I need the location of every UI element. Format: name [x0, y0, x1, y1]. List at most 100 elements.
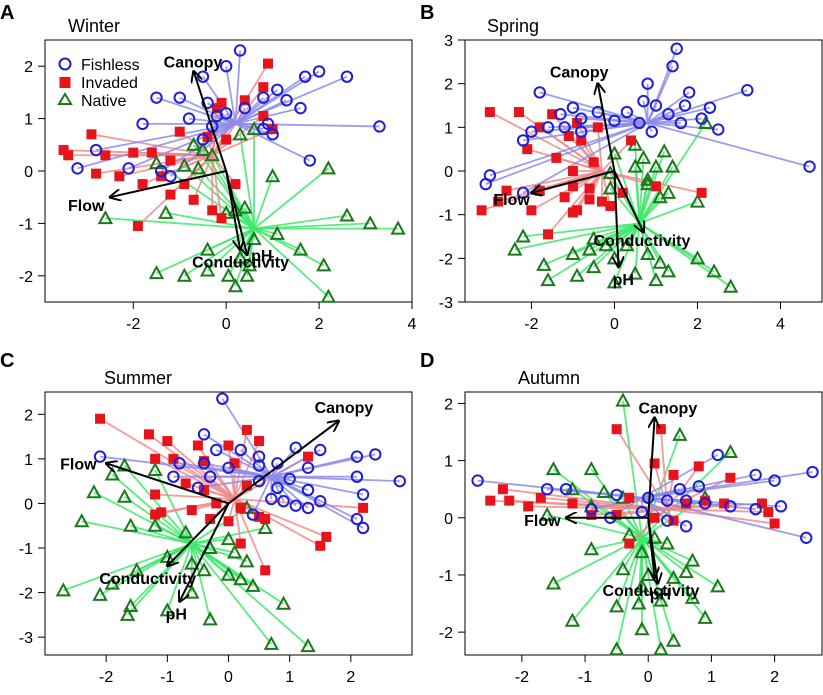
native-spider-line — [638, 122, 707, 224]
fishless-point — [749, 503, 762, 516]
vector-label-conductivity: Conductivity — [603, 583, 700, 600]
native-point — [634, 578, 650, 593]
fishless-point — [238, 101, 251, 115]
fishless-spider-line — [647, 106, 711, 124]
fishless-point — [89, 143, 103, 157]
invaded-point — [624, 538, 635, 549]
native-point — [316, 257, 332, 272]
native-point — [684, 589, 701, 604]
native-point — [639, 171, 656, 186]
native-point — [664, 158, 681, 173]
fishless-point — [283, 472, 296, 486]
fishless-spider-line — [216, 115, 236, 125]
native-point — [627, 158, 643, 173]
x-tick-label: -2 — [99, 669, 113, 686]
fishless-point — [314, 443, 327, 457]
fishless-spider-line — [197, 475, 272, 489]
fishless-spider-line — [646, 105, 657, 124]
x-tick-label: 0 — [222, 316, 231, 333]
fishless-point — [294, 101, 307, 115]
invaded-point — [649, 458, 660, 469]
panel-letter: A — [0, 2, 14, 24]
invaded-spider-line — [211, 155, 223, 219]
invaded-point — [179, 179, 190, 190]
invaded-point — [668, 469, 679, 480]
invaded-point — [221, 134, 232, 145]
native-spider-line — [638, 157, 645, 224]
y-tick-label: 0 — [24, 496, 33, 513]
y-tick-label: -2 — [19, 269, 33, 286]
fishless-point — [803, 160, 816, 173]
invaded-spider-line — [233, 429, 248, 500]
fishless-spider-line — [271, 466, 309, 478]
invaded-point — [241, 424, 252, 435]
fishless-point — [641, 77, 654, 90]
fishless-point — [173, 457, 186, 470]
native-spider-line — [253, 227, 325, 267]
invaded-point — [258, 110, 269, 121]
invaded-point — [596, 196, 607, 207]
vector-arrow-flow — [110, 170, 227, 197]
y-tick-label: -2 — [19, 586, 33, 603]
y-tick-label: 3 — [444, 33, 453, 50]
native-spider-line — [253, 214, 348, 230]
panel-title: Winter — [68, 16, 120, 36]
fishless-spider-line — [234, 50, 242, 124]
invaded-point — [504, 495, 515, 506]
fishless-spider-line — [258, 464, 272, 478]
fishless-point — [167, 470, 180, 483]
y-tick-label: 1 — [444, 454, 453, 471]
fishless-point — [806, 465, 819, 479]
x-tick-label: 1 — [707, 669, 716, 686]
native-spider-line — [130, 524, 193, 545]
native-point — [672, 426, 688, 441]
native-point — [275, 595, 292, 610]
invaded-point — [223, 516, 234, 527]
vector-label-conductivity: Conductivity — [192, 255, 289, 272]
native-point — [263, 635, 280, 650]
invaded-point — [180, 478, 191, 489]
invaded-point — [769, 518, 780, 529]
invaded-point — [523, 501, 534, 512]
vector-label-ph: pH — [251, 248, 272, 265]
fishless-point — [649, 99, 663, 112]
native-point — [652, 189, 668, 204]
fishless-point — [749, 468, 762, 482]
fishless-point — [585, 503, 598, 516]
fishless-point — [150, 91, 163, 104]
fishless-point — [711, 448, 724, 462]
invaded-spider-line — [601, 139, 632, 172]
y-tick-label: 0 — [24, 164, 33, 181]
native-point — [722, 443, 739, 459]
x-tick-label: 4 — [776, 316, 785, 333]
fishless-point — [575, 125, 588, 138]
y-tick-label: -3 — [439, 295, 453, 312]
native-spider-line — [126, 542, 193, 616]
native-spider-line — [190, 543, 205, 571]
native-spider-line — [81, 520, 192, 545]
native-point — [116, 457, 133, 472]
invaded-point — [241, 480, 252, 491]
invaded-spider-line — [547, 170, 603, 235]
fishless-point — [71, 162, 84, 175]
fishless-spider-line — [234, 75, 306, 125]
legend-native-marker — [57, 92, 73, 105]
native-point — [564, 481, 581, 496]
native-point — [97, 210, 114, 225]
fishless-point — [298, 70, 312, 83]
native-point — [598, 237, 614, 252]
invaded-point — [165, 155, 176, 166]
invaded-point — [693, 461, 704, 472]
fishless-point — [674, 116, 688, 130]
fishless-point — [216, 392, 229, 405]
native-point — [627, 265, 643, 280]
y-tick-label: 1 — [24, 112, 33, 129]
invaded-point — [763, 507, 774, 518]
native-point — [545, 575, 562, 590]
invaded-point — [584, 194, 595, 205]
native-spider-line — [629, 534, 643, 539]
native-spider-line — [190, 543, 212, 620]
fishless-point — [219, 107, 233, 120]
